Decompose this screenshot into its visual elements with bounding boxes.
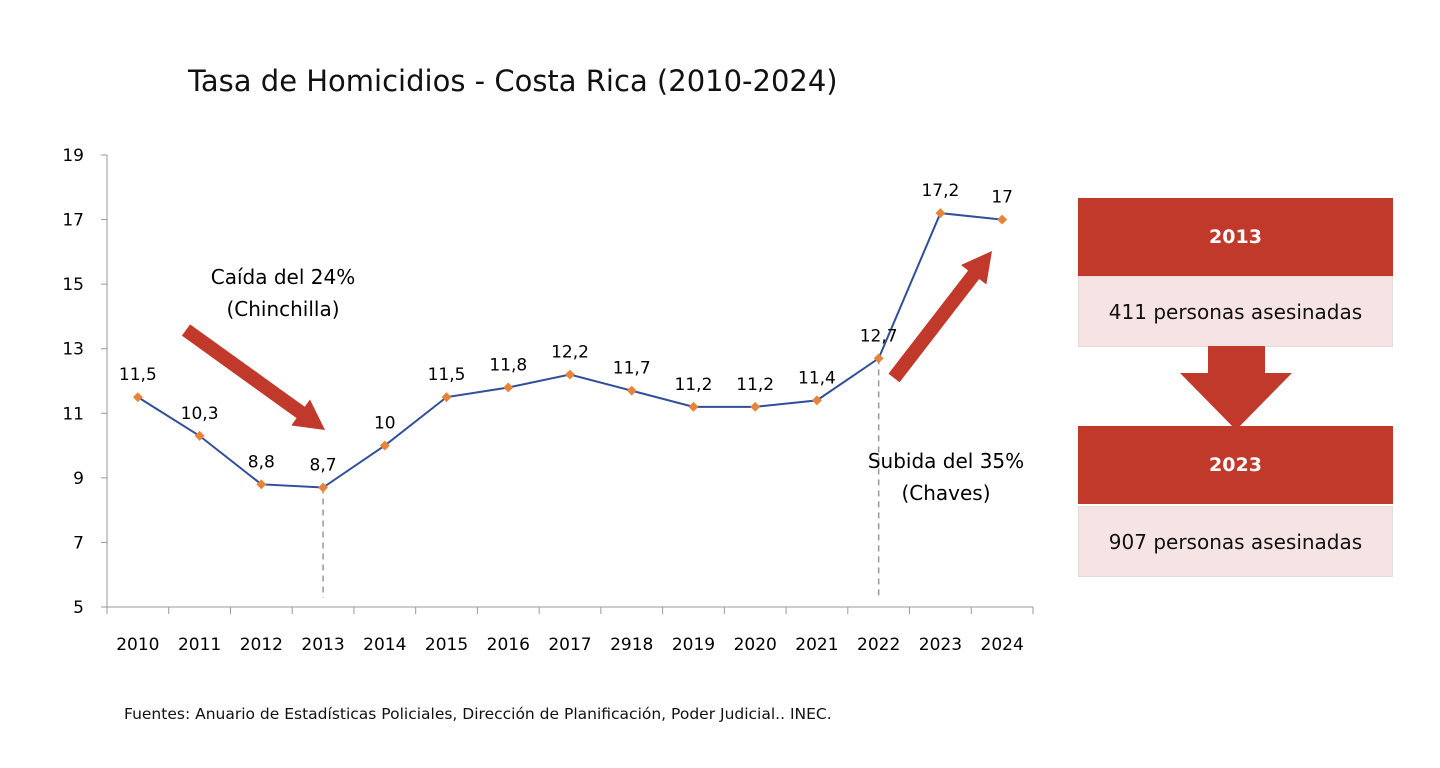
x-tick-label: 2010 <box>116 635 159 655</box>
data-point <box>626 385 637 396</box>
x-tick-label: 2021 <box>795 635 838 655</box>
box-2023-header: 2023 <box>1078 426 1393 504</box>
down-arrow-icon <box>1180 346 1292 430</box>
data-label: 8,8 <box>248 452 275 472</box>
x-tick-label: 2011 <box>178 635 221 655</box>
x-tick-label: 2024 <box>981 635 1024 655</box>
down-arrow-icon <box>181 324 325 430</box>
annotation-text: (Chinchilla) <box>226 297 339 321</box>
source-note: Fuentes: Anuario de Estadísticas Policia… <box>124 705 832 723</box>
data-point <box>997 214 1008 225</box>
annotation-text: Caída del 24% <box>211 265 355 289</box>
data-point <box>688 401 699 412</box>
x-tick-label: 2022 <box>857 635 900 655</box>
annotation-text: Subida del 35% <box>868 449 1024 473</box>
data-label: 10,3 <box>181 404 219 424</box>
data-point <box>935 208 946 219</box>
y-tick-label: 17 <box>62 211 84 231</box>
y-tick-label: 11 <box>62 404 84 424</box>
chart-title: Tasa de Homicidios - Costa Rica (2010-20… <box>188 64 838 98</box>
y-tick-label: 9 <box>73 469 84 489</box>
data-label: 17,2 <box>921 181 959 201</box>
data-point <box>565 369 575 380</box>
data-label: 11,7 <box>613 359 651 379</box>
x-tick-label: 2918 <box>610 635 653 655</box>
data-point <box>256 479 267 490</box>
data-point <box>318 482 329 493</box>
x-tick-label: 2020 <box>734 635 777 655</box>
data-label: 11,4 <box>798 368 836 388</box>
annotation-text: (Chaves) <box>901 481 990 505</box>
x-tick-label: 2012 <box>240 635 283 655</box>
data-point <box>132 392 143 403</box>
data-label: 11,5 <box>119 365 157 385</box>
data-point <box>873 353 884 364</box>
data-point <box>194 430 205 441</box>
data-label: 10 <box>374 414 396 434</box>
x-tick-label: 2015 <box>425 635 468 655</box>
data-point <box>750 401 761 412</box>
data-label: 12,7 <box>860 326 898 346</box>
data-label: 12,2 <box>551 343 589 363</box>
data-label: 17 <box>991 188 1013 208</box>
data-label: 11,2 <box>675 375 713 395</box>
data-label: 11,2 <box>736 375 774 395</box>
x-tick-label: 2014 <box>363 635 406 655</box>
data-label: 8,7 <box>310 456 337 476</box>
y-tick-label: 7 <box>73 533 84 553</box>
box-2013-header: 2013 <box>1078 198 1393 276</box>
y-tick-label: 15 <box>62 275 84 295</box>
data-label: 11,8 <box>489 355 527 375</box>
box-2013-body: 411 personas asesinadas <box>1078 276 1393 347</box>
y-tick-label: 13 <box>62 340 84 360</box>
data-point <box>503 382 514 393</box>
x-tick-label: 2016 <box>487 635 530 655</box>
data-point <box>441 392 452 403</box>
y-tick-label: 5 <box>73 598 84 618</box>
up-arrow-icon <box>888 251 992 383</box>
x-tick-label: 2013 <box>301 635 344 655</box>
x-tick-label: 2017 <box>548 635 591 655</box>
x-tick-label: 2023 <box>919 635 962 655</box>
data-point <box>379 440 390 451</box>
data-label: 11,5 <box>428 365 466 385</box>
data-point <box>811 395 822 406</box>
box-2023-body: 907 personas asesinadas <box>1078 506 1393 577</box>
x-tick-label: 2019 <box>672 635 715 655</box>
y-tick-label: 19 <box>62 146 84 166</box>
